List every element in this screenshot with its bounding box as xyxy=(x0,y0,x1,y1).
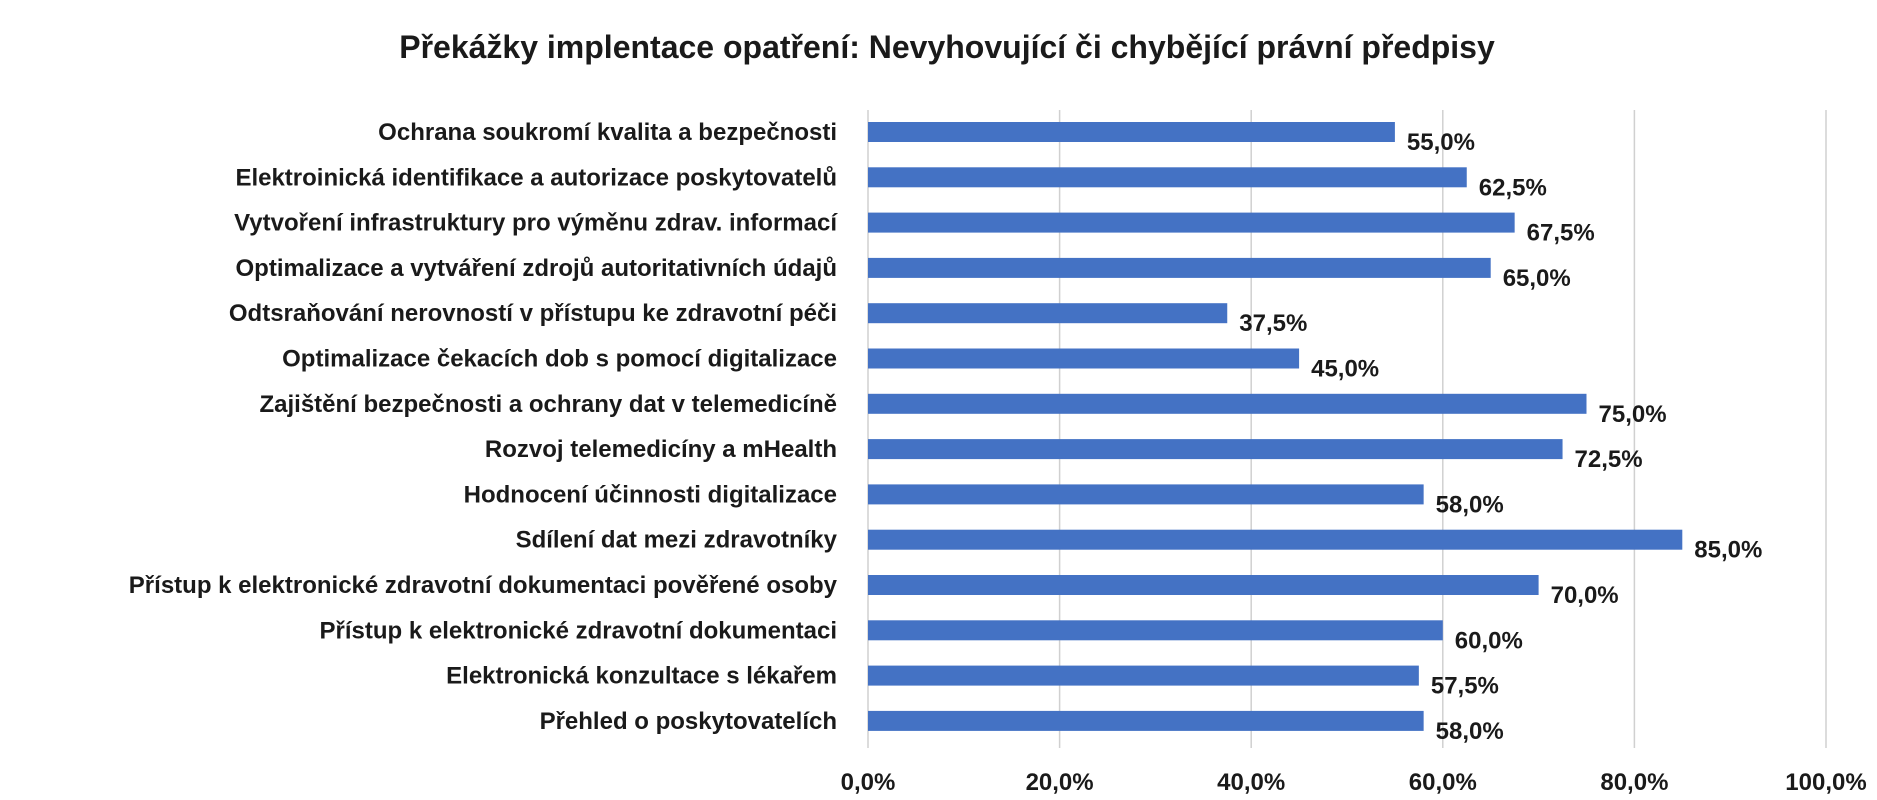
bar xyxy=(868,303,1228,324)
category-label: Rozvoj telemedicíny a mHealth xyxy=(485,436,837,463)
data-label: 67,5% xyxy=(1527,220,1595,247)
bars xyxy=(868,122,1683,731)
x-axis-tick-labels: 0,0% 20,0% 40,0% 60,0% 80,0% 100,0% xyxy=(841,769,1867,796)
data-label: 57,5% xyxy=(1431,673,1499,700)
category-label: Přístup k elektronické zdravotní dokumen… xyxy=(129,572,838,599)
category-label: Ochrana soukromí kvalita a bezpečnosti xyxy=(378,119,837,146)
bar xyxy=(868,529,1683,550)
category-label: Přístup k elektronické zdravotní dokumen… xyxy=(320,617,837,644)
x-tick-label: 100,0% xyxy=(1785,769,1866,796)
category-label: Zajištění bezpečnosti a ochrany dat v te… xyxy=(259,391,837,418)
data-labels: 55,0%62,5% 67,5% 65,0% 37,5%45,0% 75,0% 72,5%… xyxy=(1239,129,1762,745)
grid-lines xyxy=(867,110,1827,748)
x-tick-label: 0,0% xyxy=(841,769,896,796)
bar xyxy=(868,665,1419,686)
bar xyxy=(868,393,1587,414)
bar xyxy=(868,575,1539,595)
data-label: 72,5% xyxy=(1575,446,1643,473)
category-label: Elektronická konzultace s lékařem xyxy=(446,663,837,690)
x-tick-label: 80,0% xyxy=(1600,769,1668,796)
bar xyxy=(868,348,1300,369)
bar xyxy=(868,122,1395,142)
category-label: Optimalizace čekacích dob s pomocí digit… xyxy=(282,346,837,373)
data-label: 85,0% xyxy=(1694,537,1762,564)
category-label: Přehled o poskytovatelích xyxy=(540,708,837,735)
category-label: Sdílení dat mezi zdravotníky xyxy=(516,527,838,554)
bar xyxy=(868,484,1424,505)
category-label: Hodnocení účinnosti digitalizace xyxy=(464,481,837,508)
category-label: Optimalizace a vytváření zdrojů autorita… xyxy=(236,255,837,282)
data-label: 58,0% xyxy=(1436,718,1504,745)
category-label: Elektroinická identifikace a autorizace … xyxy=(235,164,837,191)
bar xyxy=(868,710,1424,731)
bar xyxy=(868,620,1443,641)
bar xyxy=(868,257,1491,278)
bar xyxy=(868,439,1563,460)
data-label: 37,5% xyxy=(1239,310,1307,337)
category-label: Odtsraňování nerovností v přístupu ke zd… xyxy=(229,300,837,327)
data-label: 65,0% xyxy=(1503,265,1571,292)
category-labels: Ochrana soukromí kvalita a bezpečnosti El… xyxy=(129,119,839,735)
bar xyxy=(868,212,1515,233)
bar xyxy=(868,167,1467,188)
data-label: 70,0% xyxy=(1551,582,1619,609)
data-label: 45,0% xyxy=(1311,356,1379,383)
data-label: 62,5% xyxy=(1479,174,1547,201)
category-label: Vytvoření infrastruktury pro výměnu zdra… xyxy=(234,210,838,237)
data-label: 60,0% xyxy=(1455,627,1523,654)
data-label: 75,0% xyxy=(1599,401,1667,428)
data-label: 55,0% xyxy=(1407,129,1475,156)
x-tick-label: 20,0% xyxy=(1026,769,1094,796)
data-label: 58,0% xyxy=(1436,491,1504,518)
x-tick-label: 40,0% xyxy=(1217,769,1285,796)
x-tick-label: 60,0% xyxy=(1409,769,1477,796)
chart-title: Překážky implentace opatření: Nevyhovují… xyxy=(399,29,1495,65)
